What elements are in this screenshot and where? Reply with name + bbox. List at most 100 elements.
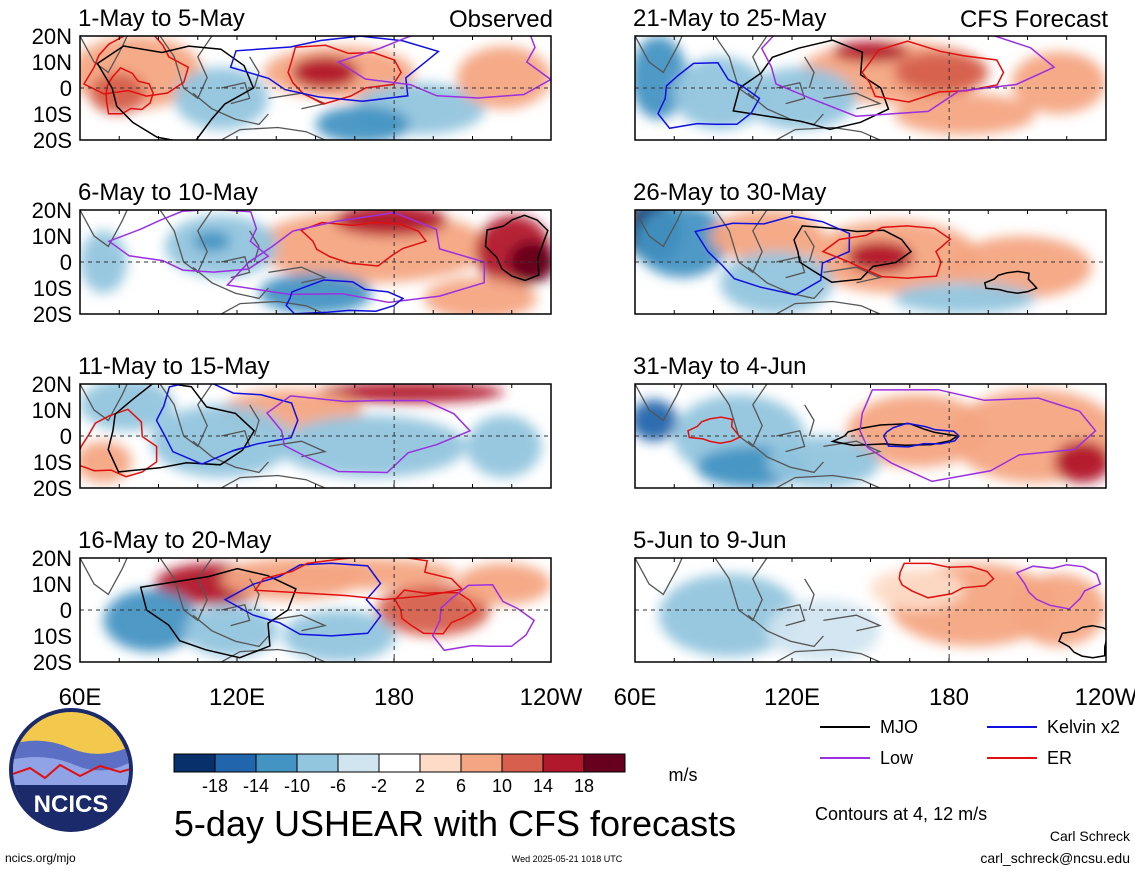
coastline [192,440,269,474]
contour-low [336,36,551,99]
lat-tick-label: 10S [33,450,72,475]
panel-title: 11-May to 15-May [78,353,270,380]
anomaly-blob [80,441,132,483]
anomaly-blob [174,67,269,130]
coastline [268,440,327,458]
contour-er [687,416,742,444]
lat-tick-label: 20N [32,546,72,571]
anomaly-blob [193,230,231,252]
coastline [776,604,806,627]
coastline [268,614,327,632]
anomaly-blob [268,558,457,590]
coastline [192,92,269,126]
lat-tick-label: 10N [32,224,72,249]
coastline [775,648,881,662]
coastline [159,384,213,448]
anomaly-blob [89,72,146,114]
coastline [804,56,815,89]
coastline [220,300,326,314]
coastline [775,474,881,488]
map-panel: 26-May to 30-May [633,179,1107,315]
coastline [776,430,806,453]
coastline [192,614,269,648]
coastline [775,300,881,314]
coastline [775,126,881,140]
colorbar-swatch [501,753,544,773]
contour-low [760,36,1056,117]
coastline [221,82,251,105]
anomaly-field [635,384,1106,488]
anomaly-blob [315,105,410,140]
coastline [635,36,683,74]
author-name: Carl Schreck [1050,828,1131,844]
colorbar-label: -10 [284,776,310,796]
contour-er [105,66,155,115]
figure-title: 5-day USHEAR with CFS forecasts [174,803,736,844]
anomaly-blob [846,241,913,273]
coastline [776,82,806,105]
lat-tick-label: 10N [32,398,72,423]
colorbar-label: 6 [456,776,466,796]
anomaly-blob [315,384,504,403]
map-panel: 31-May to 4-Jun [633,353,1107,489]
anomaly-blob [456,563,551,605]
anomaly-blob [894,93,1036,135]
coastline [823,92,882,110]
coastline [714,384,768,448]
colorbar-swatch [173,753,216,773]
anomaly-field [80,558,551,662]
lat-tick-label: 20S [33,128,72,153]
panel-title: 26-May to 30-May [633,179,826,206]
colorbar-swatch [583,753,626,773]
anomaly-blob [894,282,1036,314]
coastline [80,384,128,422]
coastline [220,474,326,488]
lon-tick-label: 180 [929,684,969,711]
lat-tick-label: 10N [32,572,72,597]
colorbar-swatch [255,753,298,773]
anomaly-field [635,558,1106,662]
coastline [635,558,683,596]
contour-er [861,40,1005,103]
contour-kelvin-x2 [155,384,299,465]
colorbar-swatch [419,753,462,773]
coastline [249,56,260,89]
colorbar-swatch [460,753,503,773]
anomaly-blob [635,399,678,442]
anomaly-blob [183,604,278,657]
anomaly-blob [466,415,542,478]
contour-mjo [1058,624,1106,659]
lat-tick-label: 0 [60,598,72,623]
lon-tick-label: 60E [59,684,102,711]
panel-title: 5-Jun to 9-Jun [633,527,786,554]
panel-title: 1-May to 5-May [78,5,245,32]
coastline [714,36,768,100]
coastline [220,648,326,662]
observed-label: Observed [449,6,553,33]
coastline [747,440,824,474]
timestamp: Wed 2025-05-21 1018 UTC [512,854,623,864]
anomaly-blob [672,56,767,130]
contour-kelvin-x2 [223,562,382,637]
coastline [747,614,824,648]
lat-tick-label: 0 [60,424,72,449]
coastline [159,210,213,274]
lon-tick-label: 120E [764,684,820,711]
colorbar-swatch [378,753,421,773]
lat-tick-label: 0 [60,250,72,275]
units-label: m/s [669,765,698,785]
lon-tick-label: 120W [520,684,583,711]
colorbar-label: 18 [574,776,594,796]
colorbar-swatch [214,753,257,773]
lat-tick-label: 10S [33,276,72,301]
anomaly-blob [1011,51,1106,114]
anomaly-blob [456,46,551,109]
lat-tick-label: 10N [32,50,72,75]
colorbar-swatch [337,753,380,773]
anomaly-blob [870,568,965,610]
coastline [268,266,327,284]
